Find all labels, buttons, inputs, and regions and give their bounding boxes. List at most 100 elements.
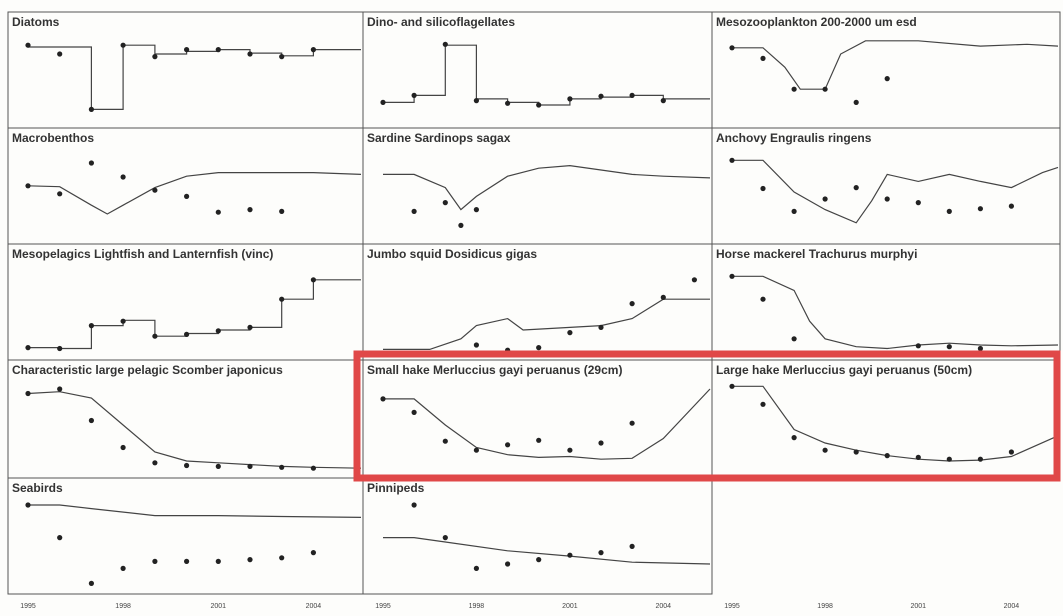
data-point <box>215 209 221 215</box>
data-point <box>184 193 190 199</box>
model-line <box>732 40 1059 90</box>
model-line <box>383 44 710 106</box>
highlight-box <box>353 350 1061 482</box>
data-point <box>247 207 253 213</box>
data-point <box>473 447 479 453</box>
model-line <box>28 44 361 110</box>
data-point <box>247 463 253 469</box>
panel-mesozooplankton-200-2000-um-esd: Mesozooplankton 200-2000 um esd <box>711 11 1061 129</box>
panel-diatoms: Diatoms <box>7 11 364 129</box>
data-point <box>791 435 797 441</box>
model-line <box>383 388 711 460</box>
model-line <box>383 164 711 211</box>
model-line <box>27 172 362 215</box>
model-line <box>28 504 362 518</box>
data-point <box>1008 203 1015 209</box>
data-point <box>442 41 448 47</box>
data-point <box>567 330 573 336</box>
data-point <box>57 191 63 197</box>
data-point <box>822 86 828 92</box>
data-point <box>946 208 952 214</box>
panel-title: Horse mackerel Trachurus murphyi <box>716 247 917 261</box>
x-tick-label: 2001 <box>911 603 927 610</box>
data-point <box>760 185 766 192</box>
data-point <box>915 343 921 349</box>
model-line <box>732 385 1059 462</box>
panel-frame <box>362 127 713 245</box>
data-point <box>884 453 890 459</box>
data-point <box>567 552 573 558</box>
x-tick-label: 1995 <box>20 603 36 610</box>
data-point <box>567 96 573 102</box>
x-tick-label: 1995 <box>375 603 391 610</box>
data-point <box>279 555 285 561</box>
x-tick-label: 2001 <box>562 603 578 610</box>
data-point <box>57 386 63 392</box>
panel-frame <box>711 127 1061 245</box>
model-line <box>383 537 711 565</box>
panel-sardine-sardinops-sagax: Sardine Sardinops sagax <box>362 127 713 245</box>
x-tick-label: 2001 <box>211 603 227 610</box>
data-point <box>977 206 984 212</box>
data-point <box>215 47 221 53</box>
data-point <box>598 324 604 330</box>
data-point <box>791 208 797 214</box>
data-point <box>598 93 604 99</box>
data-point <box>215 328 221 334</box>
panel-large-hake-merluccius-gayi-peruanus-50cm: Large hake Merluccius gayi peruanus (50c… <box>711 359 1061 479</box>
data-point <box>247 557 253 563</box>
data-point <box>411 409 417 415</box>
data-point <box>380 99 386 105</box>
data-point <box>247 324 253 330</box>
data-point <box>279 464 285 470</box>
data-point <box>946 344 952 350</box>
panel-frame <box>362 11 713 129</box>
panel-title: Diatoms <box>12 15 60 29</box>
data-point <box>411 92 417 98</box>
data-point <box>88 106 94 112</box>
data-point <box>729 45 735 51</box>
data-point <box>629 301 635 307</box>
data-point <box>279 208 285 214</box>
data-point <box>310 550 316 556</box>
data-point <box>152 558 158 565</box>
data-point <box>380 396 386 402</box>
data-point <box>473 207 479 213</box>
data-point <box>57 535 63 541</box>
data-point <box>184 462 190 469</box>
panel-frame <box>7 127 364 245</box>
panel-frame <box>362 359 713 479</box>
x-tick-label: 1998 <box>469 603 485 610</box>
data-point <box>473 565 479 572</box>
data-point <box>505 442 511 448</box>
data-point <box>853 185 859 191</box>
data-point <box>977 456 984 462</box>
data-point <box>760 296 766 302</box>
data-point <box>536 557 542 563</box>
data-point <box>729 273 735 279</box>
panel-characteristic-large-pelagic-scomber-japonicus: Characteristic large pelagic Scomber jap… <box>7 359 364 479</box>
panel-anchovy-engraulis-ringens: Anchovy Engraulis ringens <box>711 127 1061 245</box>
data-point <box>184 558 190 565</box>
panel-frame <box>711 11 1061 129</box>
model-line <box>27 391 362 469</box>
data-point <box>442 535 448 541</box>
panel-title: Mesozooplankton 200-2000 um esd <box>716 15 917 29</box>
data-point <box>598 440 604 446</box>
data-point <box>120 174 126 180</box>
panel-frame <box>7 243 364 361</box>
panel-mesopelagics-lightfish-and-lanternfish-vinc: Mesopelagics Lightfish and Lanternfish (… <box>7 243 364 361</box>
data-point <box>310 47 316 53</box>
data-point <box>25 502 31 508</box>
data-point <box>505 100 511 106</box>
data-point <box>729 157 735 163</box>
data-point <box>25 42 31 48</box>
panel-title: Anchovy Engraulis ringens <box>716 131 872 145</box>
data-point <box>629 420 635 426</box>
panel-title: Sardine Sardinops sagax <box>367 131 511 145</box>
model-line <box>732 159 1059 224</box>
data-point <box>660 294 666 300</box>
data-point <box>884 76 890 82</box>
data-point <box>120 444 126 451</box>
